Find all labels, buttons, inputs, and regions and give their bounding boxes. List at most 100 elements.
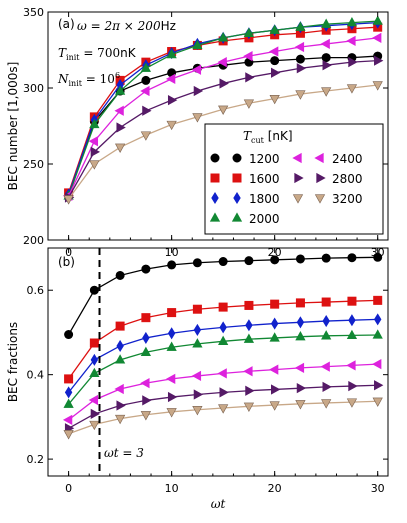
- series-3200: [63, 81, 383, 205]
- point-1200-5: [192, 258, 202, 268]
- point-2800-8: [271, 67, 281, 78]
- point-1800-5: [193, 323, 202, 336]
- point-3200-10: [321, 87, 332, 97]
- point-2800-9: [296, 383, 307, 394]
- point-2000-1: [89, 118, 100, 129]
- point-2400-9: [294, 362, 305, 374]
- legend-marker-2000: [231, 212, 243, 222]
- point-3200-7: [243, 402, 255, 412]
- point-2400-10: [320, 361, 330, 372]
- point-3200-2: [114, 143, 126, 153]
- point-2400-11: [346, 360, 356, 371]
- point-1800-9: [296, 316, 305, 329]
- point-3200-4: [166, 408, 177, 418]
- point-1800-0: [64, 386, 73, 399]
- point-2800-3: [142, 395, 152, 406]
- point-1200-6: [218, 257, 228, 267]
- legend-marker-1800: [233, 191, 241, 205]
- point-2400-8: [269, 46, 279, 57]
- legend-item-2400: 2400: [292, 152, 363, 166]
- annotation-ninit: Ninit = 106: [57, 71, 120, 88]
- point-1600-3: [141, 313, 151, 323]
- series-2000: [63, 15, 383, 200]
- xtick-label: 30: [371, 482, 385, 495]
- legend-item-1600: 1600: [210, 172, 280, 186]
- ytick-label: 0.2: [27, 453, 45, 466]
- point-1800-11: [348, 314, 356, 327]
- point-1800-3: [142, 331, 150, 344]
- legend-marker-2400: [292, 152, 302, 164]
- point-2000-2: [114, 85, 126, 95]
- legend-label-2800: 2800: [332, 172, 363, 186]
- point-2800-11: [348, 57, 358, 68]
- point-3200-4: [166, 120, 177, 131]
- point-3200-2: [114, 414, 126, 425]
- point-1200-3: [141, 264, 151, 274]
- legend-marker-3200: [314, 194, 326, 204]
- panel-a-annotations: ω = 2π × 200Hz Tinit = 700nK Ninit = 106: [57, 19, 176, 88]
- legend-marker-1200: [232, 153, 242, 163]
- point-3200-5: [192, 113, 203, 123]
- point-2400-8: [269, 364, 279, 375]
- legend-marker-2400: [314, 152, 324, 164]
- point-3200-0: [63, 430, 74, 440]
- point-2400-0: [62, 414, 73, 425]
- panel-b-frame: [47, 247, 389, 477]
- legend: Tcut [nK] 1200 1600 1800 2000 2400 2800 3200: [204, 123, 384, 235]
- point-2800-10: [322, 381, 332, 393]
- point-1800-2: [116, 339, 124, 352]
- point-2400-2: [114, 105, 124, 116]
- point-2400-12: [372, 32, 382, 43]
- point-1800-12: [373, 313, 382, 326]
- ytick-label: 300: [23, 82, 44, 95]
- point-2000-10: [321, 18, 332, 28]
- legend-title: Tcut [nK]: [243, 129, 293, 145]
- point-1800-7: [245, 319, 253, 332]
- point-3200-9: [295, 400, 306, 410]
- point-2000-8: [269, 332, 280, 342]
- legend-item-1800: 1800: [211, 191, 280, 206]
- point-2400-9: [294, 41, 305, 53]
- point-1200-3: [141, 75, 151, 85]
- point-1200-9: [295, 254, 305, 264]
- point-2800-7: [245, 72, 255, 83]
- point-3200-9: [295, 90, 306, 100]
- point-2400-6: [217, 57, 227, 68]
- point-3200-0: [63, 195, 74, 205]
- series-2400: [62, 358, 382, 425]
- ytick-label: 250: [23, 158, 44, 171]
- point-2000-1: [89, 367, 100, 378]
- point-1600-7: [244, 300, 254, 310]
- point-2400-7: [243, 50, 253, 62]
- point-1800-10: [322, 315, 330, 328]
- panel-a-tag: (a): [58, 17, 75, 31]
- point-2800-1: [90, 146, 101, 157]
- point-1600-1: [89, 338, 99, 348]
- series-2800: [64, 55, 384, 203]
- point-1200-10: [321, 253, 331, 263]
- point-2000-4: [166, 48, 177, 59]
- panel-a: 0102030200250300350 BEC number [1,000s] …: [6, 6, 389, 259]
- panel-b-ylabel: BEC fractions: [6, 322, 20, 402]
- point-1200-2: [115, 270, 125, 280]
- vline-label: ωt = 3: [104, 446, 144, 460]
- point-2800-12: [374, 55, 384, 66]
- point-2800-8: [271, 384, 281, 395]
- point-3200-1: [89, 420, 100, 431]
- point-2800-2: [116, 122, 126, 133]
- ytick-label: 350: [23, 6, 44, 19]
- xtick-label: 20: [268, 482, 282, 495]
- point-2000-0: [63, 398, 74, 408]
- point-2400-1: [88, 136, 99, 147]
- point-2800-4: [167, 95, 178, 106]
- point-1600-8: [270, 299, 280, 309]
- point-3200-8: [269, 401, 280, 411]
- point-2800-3: [142, 105, 152, 116]
- point-2000-9: [295, 21, 306, 31]
- point-2000-11: [346, 16, 358, 27]
- point-2000-4: [166, 341, 177, 351]
- series-3200: [63, 397, 383, 440]
- series-1200: [64, 252, 383, 340]
- point-3200-11: [346, 84, 358, 94]
- point-1200-9: [295, 54, 305, 64]
